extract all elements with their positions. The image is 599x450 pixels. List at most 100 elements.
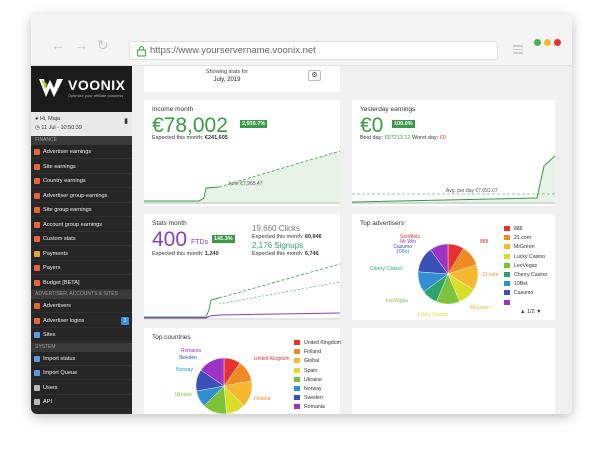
pie-label: 21.com <box>482 272 498 278</box>
menu-item-icon <box>34 178 40 184</box>
legend-swatch <box>504 272 510 277</box>
menu-item-icon <box>34 370 40 376</box>
sidebar-item-payers[interactable]: Payers <box>31 261 132 275</box>
menu-icon[interactable] <box>513 45 523 56</box>
user-greeting[interactable]: ● Hi, Maja <box>35 116 61 122</box>
user-datetime-text: 11 Jul - 10:50:39 <box>41 125 82 131</box>
ftd-expected: Expected this month: 1,240 <box>152 251 219 257</box>
menu-item-icon <box>34 279 40 286</box>
sidebar-item-country-earnings[interactable]: Country earnings <box>31 174 132 188</box>
pie-label: United Kingdom <box>254 356 290 362</box>
worst-day-label: Worst day: <box>412 135 439 141</box>
reload-icon[interactable]: ↻ <box>97 37 109 53</box>
income-value: €78,002 <box>152 114 228 137</box>
menu-item-icon <box>34 236 40 242</box>
legend-swatch <box>294 349 300 355</box>
legend-label: LeoVegas <box>514 262 538 269</box>
stats-sparkline <box>144 263 340 320</box>
sidebar-item-sites[interactable]: Sites <box>31 328 132 342</box>
yesterday-sparkline <box>352 155 555 204</box>
menu-item-icon <box>34 207 40 213</box>
sidebar-item-custom-stats[interactable]: Custom stats <box>31 232 132 246</box>
user-datetime: ◷ 11 Jul - 10:50:39 <box>35 125 82 131</box>
legend-label: Norway <box>304 386 322 392</box>
income-annotation: June €7,965.47 <box>228 181 263 187</box>
lock-icon <box>136 45 147 57</box>
ftd-unit: FTDs <box>191 239 209 246</box>
section-advertiser: ADVERTISER, ACCOUNTS & SITES <box>31 290 132 299</box>
legend-label: Cherry Casino <box>514 272 548 278</box>
pie-slice[interactable] <box>200 357 225 387</box>
signups-value: 2,176 Signups <box>252 241 304 250</box>
sidebar-item-label: Users <box>43 384 58 391</box>
sidebar-item-site-group-earnings[interactable]: Site group earnings <box>31 203 132 217</box>
menu-item-icon <box>34 221 40 228</box>
empty-card <box>352 328 555 414</box>
legend-label: Lucky Casino <box>514 253 546 260</box>
pie-slice[interactable] <box>430 243 449 275</box>
signups-expected-value: 6,746 <box>304 251 319 257</box>
sidebar-item-account-group-earnings[interactable]: Account group earnings <box>31 218 132 232</box>
section-finance: FINANCE <box>31 136 132 145</box>
menu-item-icon <box>34 384 40 391</box>
legend-swatch <box>504 235 510 241</box>
legend-label: Romania <box>304 404 325 411</box>
menu-item-icon <box>34 399 40 405</box>
sidebar-item-advertiser-logins[interactable]: Advertiser logins 3 <box>31 314 132 328</box>
sidebar-item-advertisers[interactable]: Advertisers <box>31 299 132 313</box>
period-value: July, 2019 <box>213 77 241 83</box>
pie-label: MrGreen <box>470 305 490 311</box>
forward-icon[interactable]: → <box>74 37 88 53</box>
address-bar[interactable]: https://www.yourservername.voonix.net <box>129 41 498 60</box>
income-expected: Expected this month: €241,605 <box>152 135 228 141</box>
sidebar-item-payments[interactable]: Payments <box>31 247 132 261</box>
legend-swatch <box>294 340 300 345</box>
legend-label: Ukraine <box>304 376 322 383</box>
income-sparkline <box>144 150 340 204</box>
yesterday-bestworst: Best day: €57213.12 Worst day: €0 <box>360 135 446 141</box>
sidebar-item-budget-beta[interactable]: Budget [BETA] <box>31 276 132 290</box>
legend-swatch <box>294 395 300 401</box>
gear-icon[interactable]: ⚙ <box>308 70 321 81</box>
pie-label: 10Bet <box>396 249 410 255</box>
yesterday-annotation: Avg. per day €7,091.07 <box>446 188 498 194</box>
sidebar-item-site-earnings[interactable]: Site earnings <box>31 160 132 174</box>
stats-title: Stats month <box>152 220 187 227</box>
brand-tagline: Optimize your affiliate business <box>68 93 124 98</box>
yesterday-card: Yesterday earnings €0 100.0% Best day: €… <box>352 100 555 206</box>
back-icon[interactable]: ← <box>51 37 65 53</box>
yesterday-pct-badge: 100.0% <box>392 120 415 128</box>
bell-icon[interactable]: ▮ <box>124 118 128 125</box>
sidebar-item-advertiser-group-earnings[interactable]: Advertiser group-earnings <box>31 189 132 203</box>
menu-item-icon <box>34 163 40 170</box>
legend-swatch <box>294 404 300 410</box>
signups-expected: Expected this month: 6,746 <box>252 251 319 257</box>
legend-swatch <box>504 262 510 268</box>
sidebar-item-label: Advertiser earnings <box>43 149 92 155</box>
legend-swatch <box>294 386 300 391</box>
brand-logo[interactable]: VOONIX Optimize your affiliate business <box>31 66 132 112</box>
menu-item-icon <box>34 317 40 324</box>
legend-label: Finland <box>304 349 322 356</box>
sidebar-item-users[interactable]: Users <box>31 381 132 395</box>
sidebar-item-label: Country earnings <box>43 178 86 184</box>
sidebar-item-import-status[interactable]: Import status <box>31 352 132 366</box>
sidebar-item-import-queue[interactable]: Import Queue <box>31 366 132 380</box>
yellow-dot-icon <box>544 39 551 46</box>
sidebar-item-api[interactable]: API <box>31 395 132 409</box>
ftd-expected-label: Expected this month: <box>152 251 204 257</box>
menu-item-icon <box>34 250 40 257</box>
sidebar-item-label: Custom stats <box>43 236 76 242</box>
sidebar-item-advertiser-earnings[interactable]: Advertiser earnings <box>31 145 132 159</box>
section-system: SYSTEM <box>31 342 132 352</box>
top-countries-card: Top countries Romania Sweden Norway United … <box>144 328 341 414</box>
advertisers-pager[interactable]: ▲ 1/2 ▼ <box>520 309 542 315</box>
pie-label: Lucky Casino <box>418 312 448 318</box>
ftd-value: 400 <box>152 228 188 251</box>
clicks-expected-label: Expected this month: <box>252 234 304 240</box>
legend-label: Sweden <box>304 395 323 402</box>
legend-swatch <box>504 290 510 296</box>
yesterday-title: Yesterday earnings <box>360 106 416 113</box>
ftd-expected-value: 1,240 <box>204 251 219 257</box>
sidebar-item-label: Import status <box>43 355 76 362</box>
